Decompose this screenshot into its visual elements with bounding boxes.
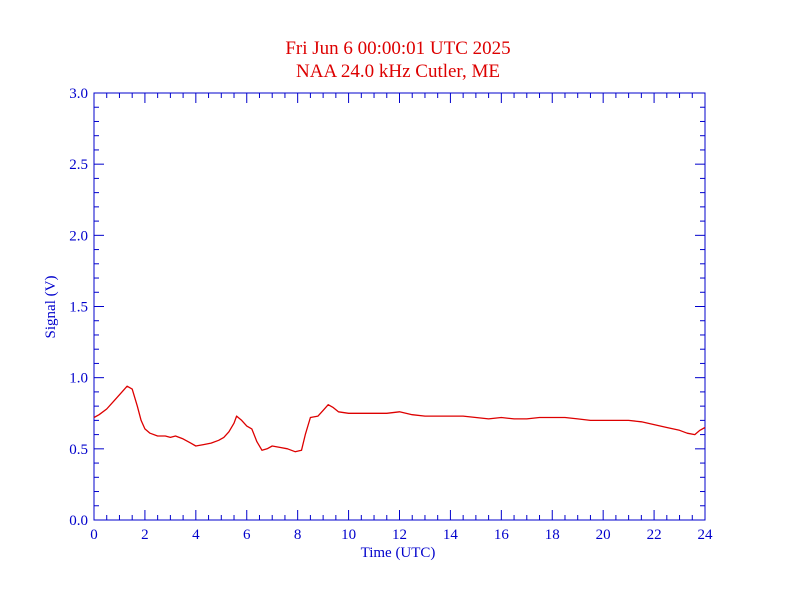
y-tick-label: 0.0 bbox=[69, 513, 88, 529]
x-tick-label: 0 bbox=[90, 527, 98, 543]
x-tick-label: 10 bbox=[341, 527, 356, 543]
plot-area: 0 2 4 6 8 10 12 14 16 18 20 22 240.00.51.01.52.02.53… bbox=[69, 86, 713, 543]
x-tick-label: 6 bbox=[243, 527, 251, 543]
x-tick-label: 16 bbox=[494, 527, 510, 543]
y-tick-label: 3.0 bbox=[69, 86, 88, 102]
x-tick-label: 20 bbox=[596, 527, 611, 543]
chart-subtitle: NAA 24.0 kHz Cutler, ME bbox=[296, 61, 500, 82]
x-tick-label: 18 bbox=[545, 527, 560, 543]
y-tick-label: 0.5 bbox=[69, 442, 88, 458]
x-tick-label: 4 bbox=[192, 527, 200, 543]
y-axis-label: Signal (V) bbox=[43, 276, 59, 339]
x-axis-label: Time (UTC) bbox=[361, 545, 436, 561]
x-tick-label: 24 bbox=[698, 527, 714, 543]
y-tick-label: 1.0 bbox=[69, 371, 88, 387]
y-tick-label: 1.5 bbox=[69, 300, 88, 316]
y-tick-label: 2.5 bbox=[69, 157, 88, 173]
x-tick-label: 12 bbox=[392, 527, 407, 543]
y-tick-label: 2.0 bbox=[69, 228, 88, 244]
signal-series-line bbox=[93, 385, 706, 453]
chart-title: Fri Jun 6 00:00:01 UTC 2025 bbox=[285, 38, 510, 59]
x-tick-label: 22 bbox=[647, 527, 662, 543]
x-tick-label: 14 bbox=[443, 527, 459, 543]
x-tick-label: 2 bbox=[141, 527, 149, 543]
x-tick-label: 8 bbox=[294, 527, 302, 543]
